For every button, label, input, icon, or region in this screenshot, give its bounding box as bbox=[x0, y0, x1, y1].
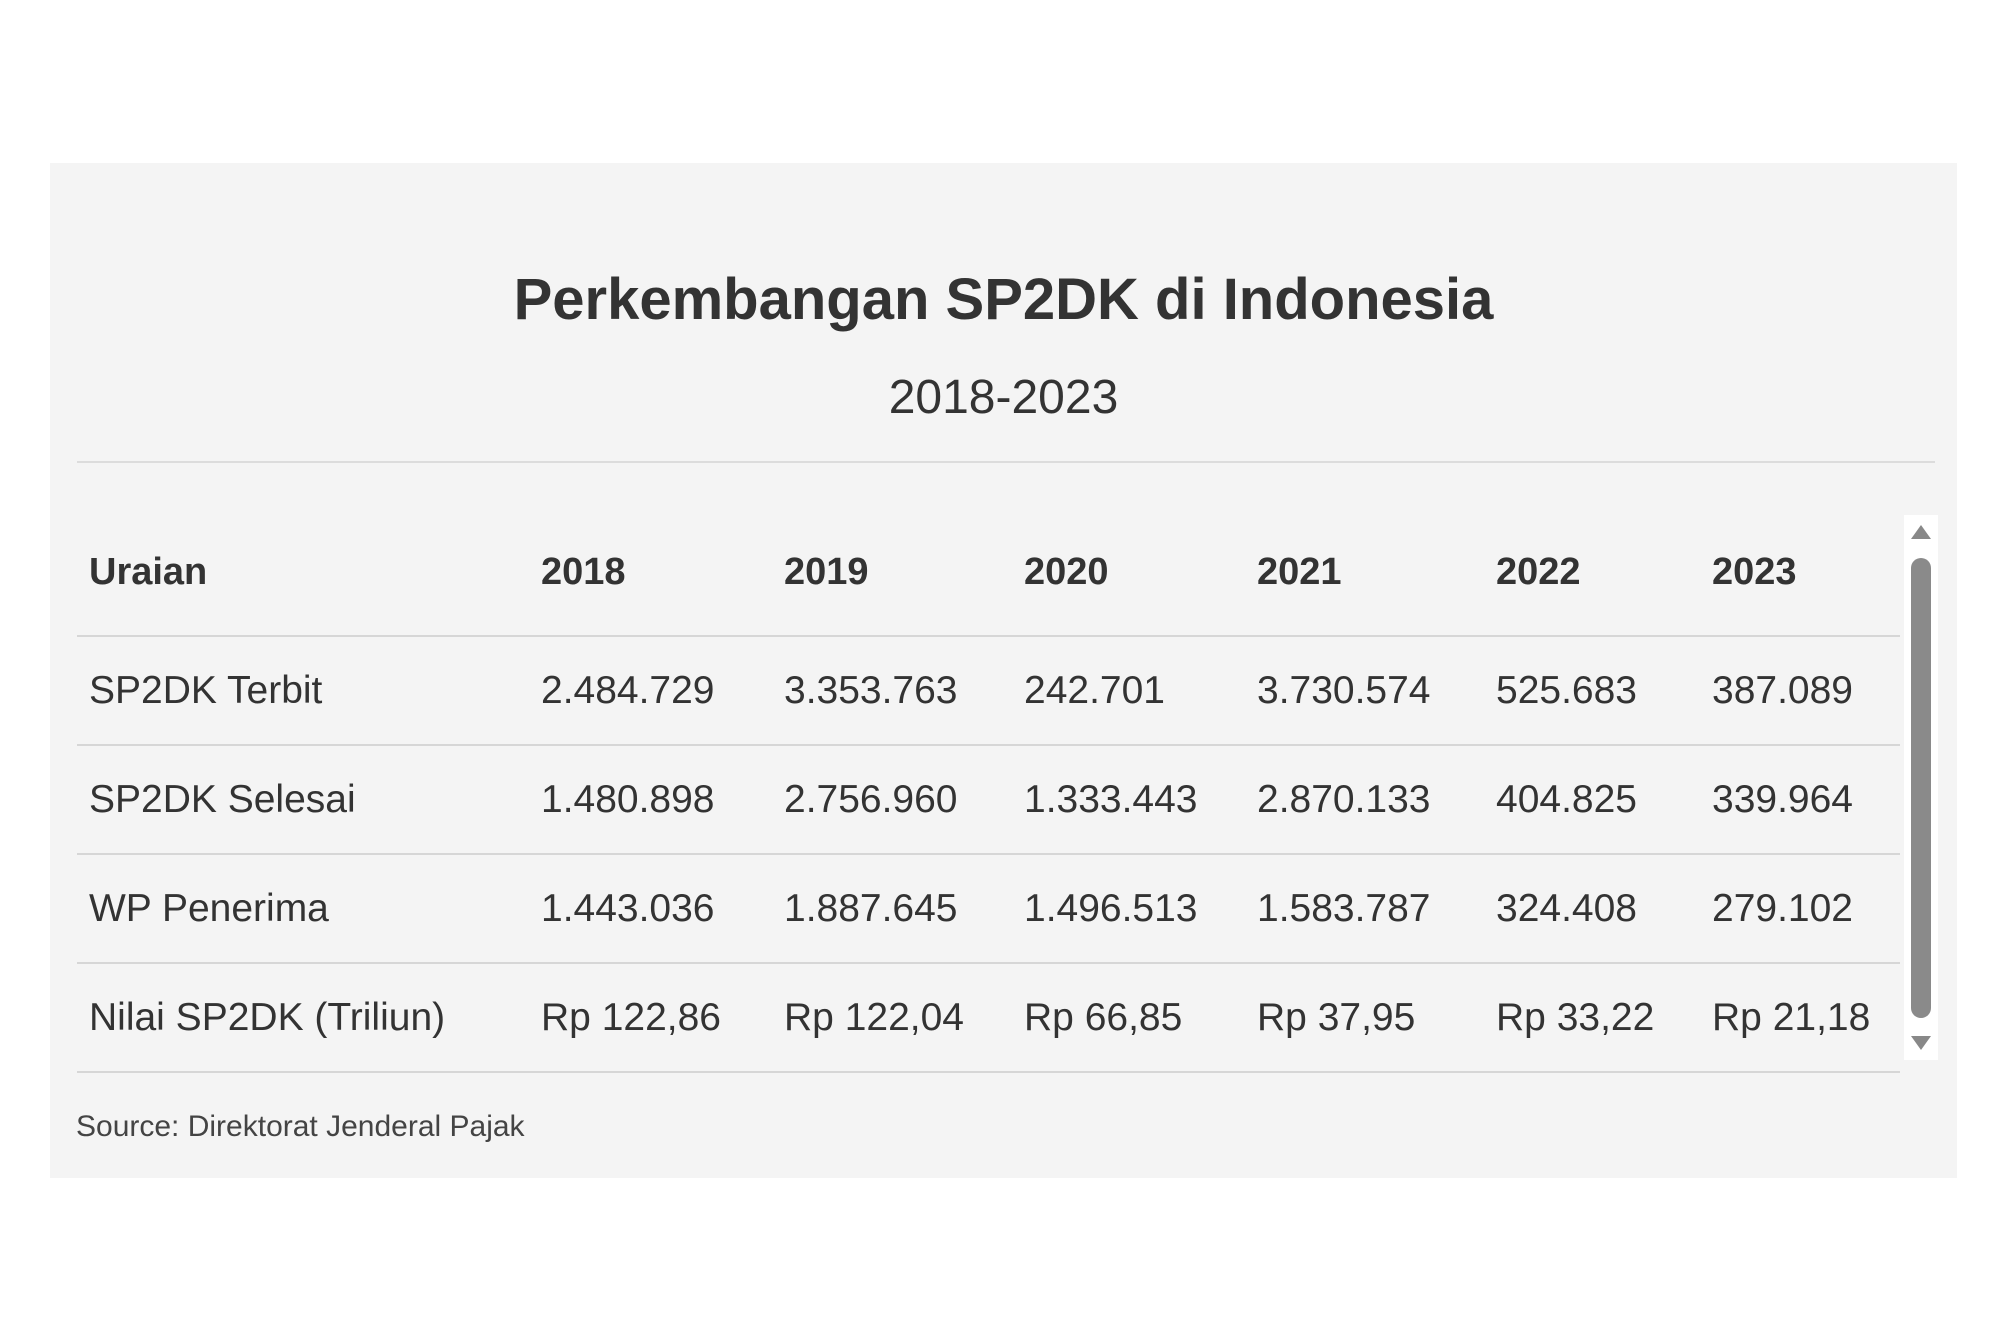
table-row: WP Penerima 1.443.036 1.887.645 1.496.51… bbox=[77, 854, 1900, 964]
column-header: 2021 bbox=[1245, 515, 1484, 637]
source-note: Source: Direktorat Jenderal Pajak bbox=[76, 1110, 525, 1143]
table-cell: 1.443.036 bbox=[529, 854, 772, 964]
row-label: Nilai SP2DK (Triliun) bbox=[77, 963, 529, 1073]
table-scrollbar[interactable] bbox=[1904, 515, 1938, 1060]
table-cell: 1.583.787 bbox=[1245, 854, 1484, 964]
table-cell: 3.353.763 bbox=[772, 636, 1012, 746]
chart-subtitle: 2018-2023 bbox=[888, 371, 1119, 424]
table-cell: 525.683 bbox=[1484, 636, 1700, 746]
table-cell: 324.408 bbox=[1484, 854, 1700, 964]
row-label: SP2DK Terbit bbox=[77, 636, 529, 746]
table-cell: 1.480.898 bbox=[529, 745, 772, 855]
table-row: SP2DK Terbit 2.484.729 3.353.763 242.701… bbox=[77, 636, 1900, 746]
table-row: SP2DK Selesai 1.480.898 2.756.960 1.333.… bbox=[77, 745, 1900, 855]
table-cell: 242.701 bbox=[1012, 636, 1245, 746]
data-table-container: Uraian 2018 2019 2020 2021 2022 2023 SP2… bbox=[77, 515, 1900, 1073]
table-cell: 1.333.443 bbox=[1012, 745, 1245, 855]
column-header: 2019 bbox=[772, 515, 1012, 637]
table-cell: Rp 33,22 bbox=[1484, 963, 1700, 1073]
table-cell: 2.756.960 bbox=[772, 745, 1012, 855]
table-cell: Rp 122,86 bbox=[529, 963, 772, 1073]
column-header: 2020 bbox=[1012, 515, 1245, 637]
table-cell: 404.825 bbox=[1484, 745, 1700, 855]
table-cell: 3.730.574 bbox=[1245, 636, 1484, 746]
table-cell: 2.484.729 bbox=[529, 636, 772, 746]
column-header: Uraian bbox=[77, 515, 529, 637]
chart-card: Perkembangan SP2DK di Indonesia 2018-202… bbox=[50, 163, 1957, 1178]
row-label: SP2DK Selesai bbox=[77, 745, 529, 855]
scrollbar-thumb[interactable] bbox=[1911, 558, 1931, 1018]
scroll-down-arrow-icon[interactable] bbox=[1911, 1036, 1931, 1050]
table-cell: Rp 66,85 bbox=[1012, 963, 1245, 1073]
table-cell: Rp 122,04 bbox=[772, 963, 1012, 1073]
table-header-row: Uraian 2018 2019 2020 2021 2022 2023 bbox=[77, 515, 1900, 637]
row-label: WP Penerima bbox=[77, 854, 529, 964]
table-cell: 339.964 bbox=[1700, 745, 1900, 855]
table-cell: 387.089 bbox=[1700, 636, 1900, 746]
column-header: 2018 bbox=[529, 515, 772, 637]
table-cell: Rp 37,95 bbox=[1245, 963, 1484, 1073]
scroll-up-arrow-icon[interactable] bbox=[1911, 525, 1931, 539]
data-table: Uraian 2018 2019 2020 2021 2022 2023 SP2… bbox=[77, 515, 1900, 1073]
column-header: 2023 bbox=[1700, 515, 1900, 637]
table-cell: 279.102 bbox=[1700, 854, 1900, 964]
table-cell: 1.887.645 bbox=[772, 854, 1012, 964]
table-cell: 2.870.133 bbox=[1245, 745, 1484, 855]
column-header: 2022 bbox=[1484, 515, 1700, 637]
table-cell: 1.496.513 bbox=[1012, 854, 1245, 964]
table-row: Nilai SP2DK (Triliun) Rp 122,86 Rp 122,0… bbox=[77, 963, 1900, 1073]
title-divider bbox=[77, 461, 1935, 463]
table-cell: Rp 21,18 bbox=[1700, 963, 1900, 1073]
chart-title: Perkembangan SP2DK di Indonesia bbox=[513, 267, 1494, 332]
